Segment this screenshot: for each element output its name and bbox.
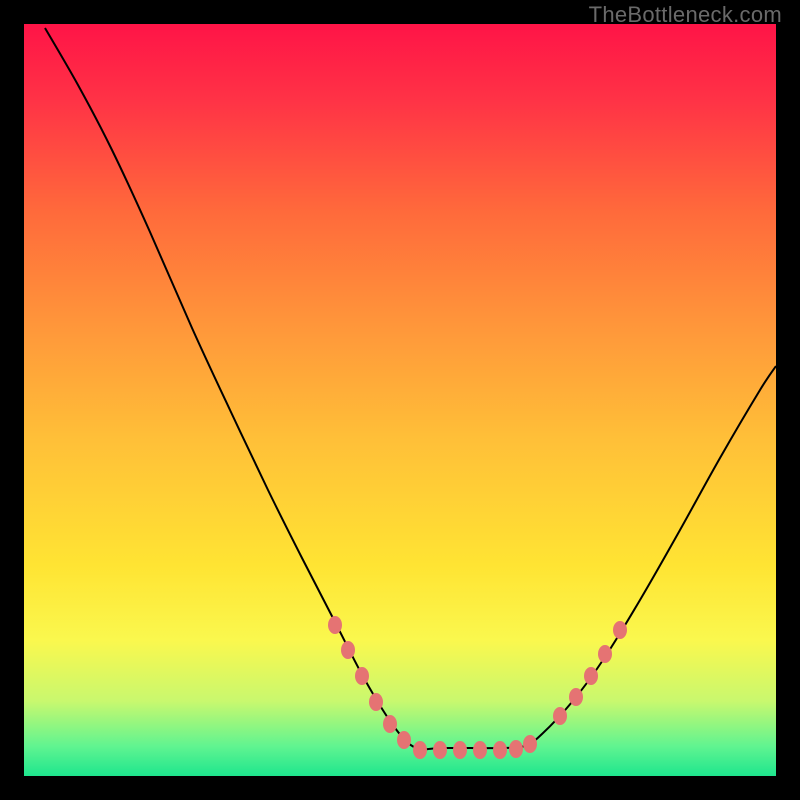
curve-marker <box>433 741 447 759</box>
curve-marker <box>397 731 411 749</box>
curve-markers <box>328 616 627 759</box>
curve-marker <box>569 688 583 706</box>
curve-marker <box>453 741 467 759</box>
curve-marker <box>328 616 342 634</box>
curve-marker <box>413 741 427 759</box>
curve-marker <box>341 641 355 659</box>
curve-marker <box>613 621 627 639</box>
curve-marker <box>355 667 369 685</box>
curve-marker <box>553 707 567 725</box>
curve-marker <box>383 715 397 733</box>
bottleneck-curve <box>45 28 776 749</box>
curve-marker <box>369 693 383 711</box>
curve-marker <box>598 645 612 663</box>
curve-marker <box>493 741 507 759</box>
curve-marker <box>584 667 598 685</box>
bottleneck-curve-chart <box>0 0 800 800</box>
curve-marker <box>509 740 523 758</box>
curve-marker <box>523 735 537 753</box>
watermark-text: TheBottleneck.com <box>589 2 782 28</box>
curve-marker <box>473 741 487 759</box>
